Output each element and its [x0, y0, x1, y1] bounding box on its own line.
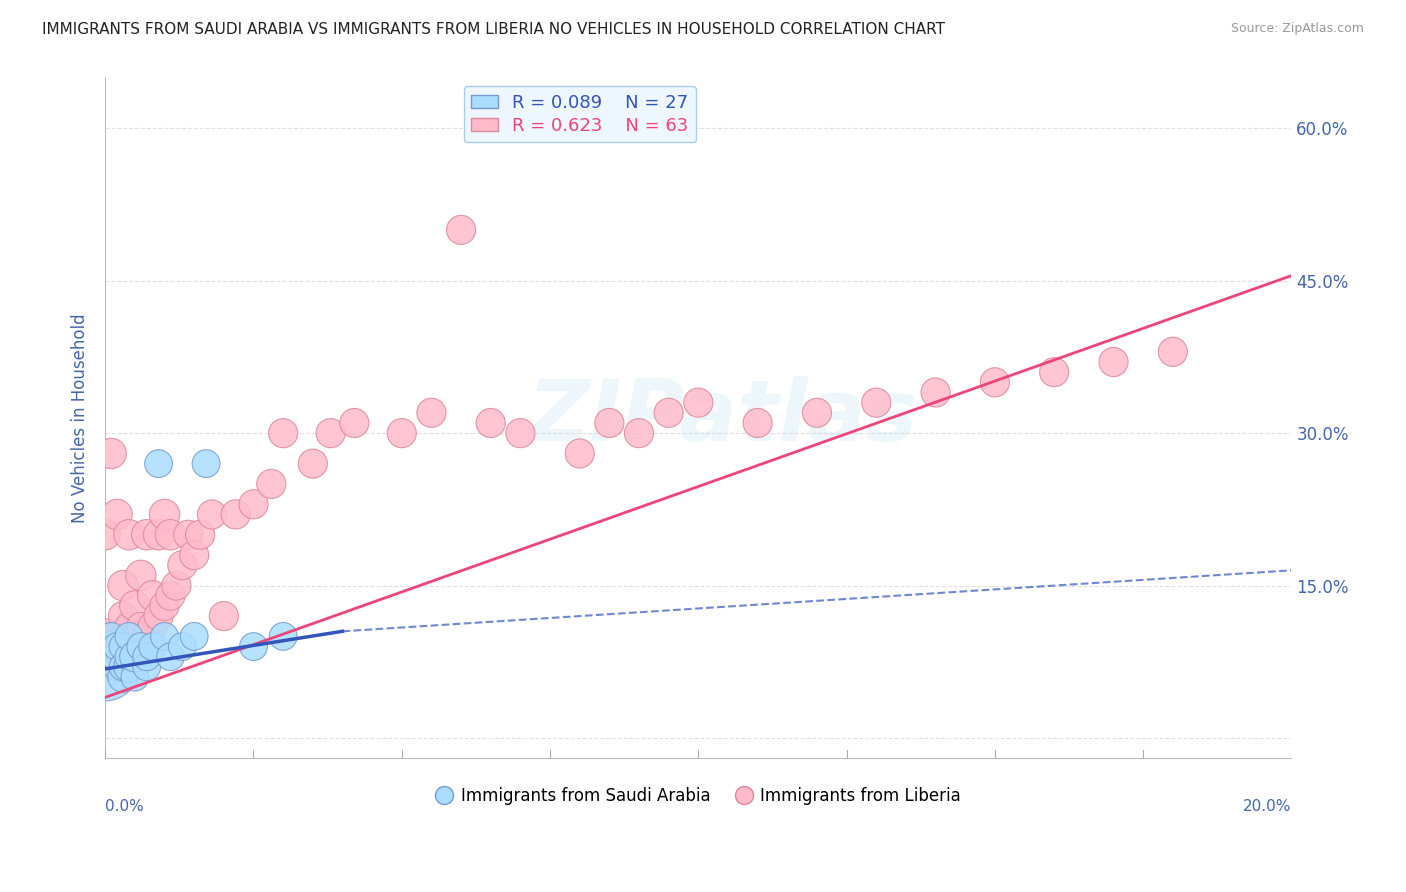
Point [105, 640, 128, 654]
Point [568, 446, 591, 460]
Point [118, 619, 141, 633]
Point [118, 640, 141, 654]
Point [111, 578, 134, 592]
Point [100, 446, 122, 460]
Point [142, 619, 165, 633]
Point [479, 416, 502, 430]
Point [111, 660, 134, 674]
Point [135, 649, 157, 664]
Point [129, 619, 152, 633]
Point [420, 406, 443, 420]
Point [100, 649, 122, 664]
Point [111, 629, 134, 643]
Point [159, 589, 181, 603]
Point [148, 528, 170, 542]
Point [111, 640, 134, 654]
Point [319, 426, 342, 441]
Point [118, 660, 141, 674]
Point [118, 649, 141, 664]
Point [225, 508, 247, 522]
Point [111, 649, 134, 664]
Point [450, 223, 472, 237]
Point [177, 528, 200, 542]
Point [1102, 355, 1125, 369]
Point [806, 406, 828, 420]
Point [172, 558, 194, 573]
Point [111, 609, 134, 624]
Y-axis label: No Vehicles in Household: No Vehicles in Household [72, 313, 89, 523]
Point [124, 649, 146, 664]
Point [195, 457, 218, 471]
Point [391, 426, 413, 441]
Point [153, 599, 176, 613]
Point [183, 548, 205, 562]
Point [142, 640, 165, 654]
Point [100, 640, 122, 654]
Point [142, 589, 165, 603]
Point [924, 385, 946, 400]
Point [135, 528, 157, 542]
Point [165, 578, 187, 592]
Point [94, 629, 117, 643]
Point [111, 670, 134, 684]
Point [135, 660, 157, 674]
Text: ZIPatlas: ZIPatlas [527, 376, 917, 459]
Point [260, 477, 283, 491]
Point [148, 457, 170, 471]
Point [100, 649, 122, 664]
Text: 0.0%: 0.0% [105, 799, 143, 814]
Point [153, 629, 176, 643]
Point [1161, 344, 1184, 359]
Point [105, 649, 128, 664]
Point [118, 528, 141, 542]
Point [301, 457, 323, 471]
Point [343, 416, 366, 430]
Point [271, 426, 294, 441]
Point [105, 640, 128, 654]
Point [129, 640, 152, 654]
Point [688, 395, 710, 409]
Point [242, 640, 264, 654]
Point [129, 640, 152, 654]
Text: IMMIGRANTS FROM SAUDI ARABIA VS IMMIGRANTS FROM LIBERIA NO VEHICLES IN HOUSEHOLD: IMMIGRANTS FROM SAUDI ARABIA VS IMMIGRAN… [42, 22, 945, 37]
Point [188, 528, 211, 542]
Point [124, 599, 146, 613]
Legend: Immigrants from Saudi Arabia, Immigrants from Liberia: Immigrants from Saudi Arabia, Immigrants… [429, 780, 967, 812]
Point [984, 376, 1007, 390]
Point [129, 568, 152, 582]
Text: 20.0%: 20.0% [1243, 799, 1292, 814]
Point [598, 416, 620, 430]
Point [627, 426, 650, 441]
Point [183, 629, 205, 643]
Point [94, 528, 117, 542]
Point [509, 426, 531, 441]
Point [159, 528, 181, 542]
Point [201, 508, 224, 522]
Point [135, 629, 157, 643]
Point [212, 609, 235, 624]
Point [153, 508, 176, 522]
Point [172, 640, 194, 654]
Point [148, 609, 170, 624]
Point [124, 670, 146, 684]
Point [100, 629, 122, 643]
Text: Source: ZipAtlas.com: Source: ZipAtlas.com [1230, 22, 1364, 36]
Point [118, 629, 141, 643]
Point [242, 497, 264, 511]
Point [105, 660, 128, 674]
Point [747, 416, 769, 430]
Point [94, 660, 117, 674]
Point [124, 629, 146, 643]
Point [271, 629, 294, 643]
Point [1043, 365, 1066, 379]
Point [105, 508, 128, 522]
Point [658, 406, 681, 420]
Point [159, 649, 181, 664]
Point [100, 629, 122, 643]
Point [105, 660, 128, 674]
Point [865, 395, 887, 409]
Point [124, 649, 146, 664]
